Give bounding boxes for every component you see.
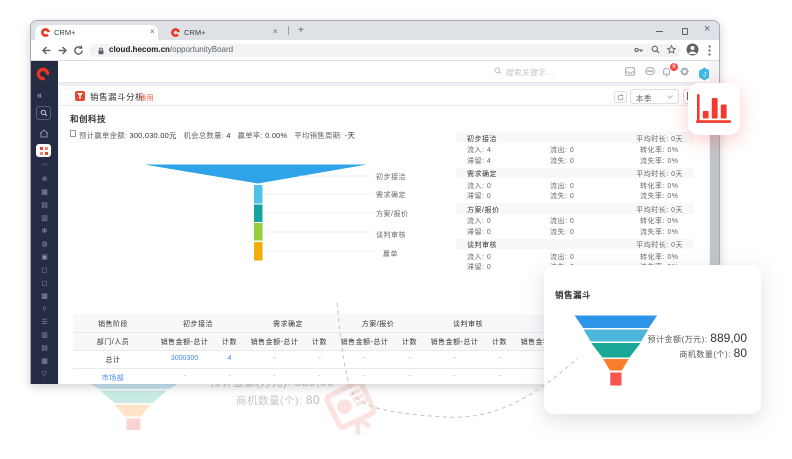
svg-text:J: J xyxy=(703,73,706,79)
